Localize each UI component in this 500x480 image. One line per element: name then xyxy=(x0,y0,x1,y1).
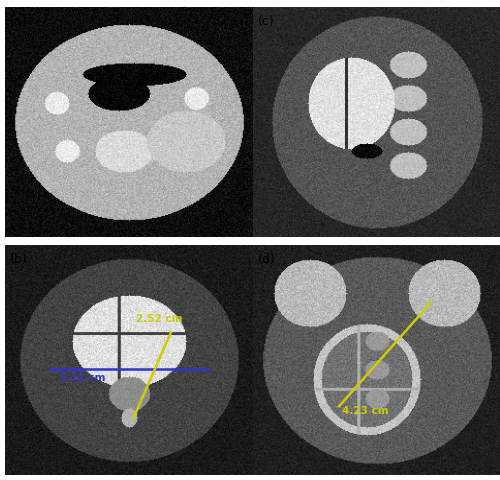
Text: 2.52 cm: 2.52 cm xyxy=(136,313,182,324)
Text: (b): (b) xyxy=(10,252,28,265)
Text: 3.22 cm: 3.22 cm xyxy=(60,372,106,382)
Text: (a): (a) xyxy=(10,15,28,28)
Text: (c): (c) xyxy=(258,15,274,28)
Text: 4.23 cm: 4.23 cm xyxy=(342,405,388,415)
Text: (d): (d) xyxy=(258,252,275,265)
